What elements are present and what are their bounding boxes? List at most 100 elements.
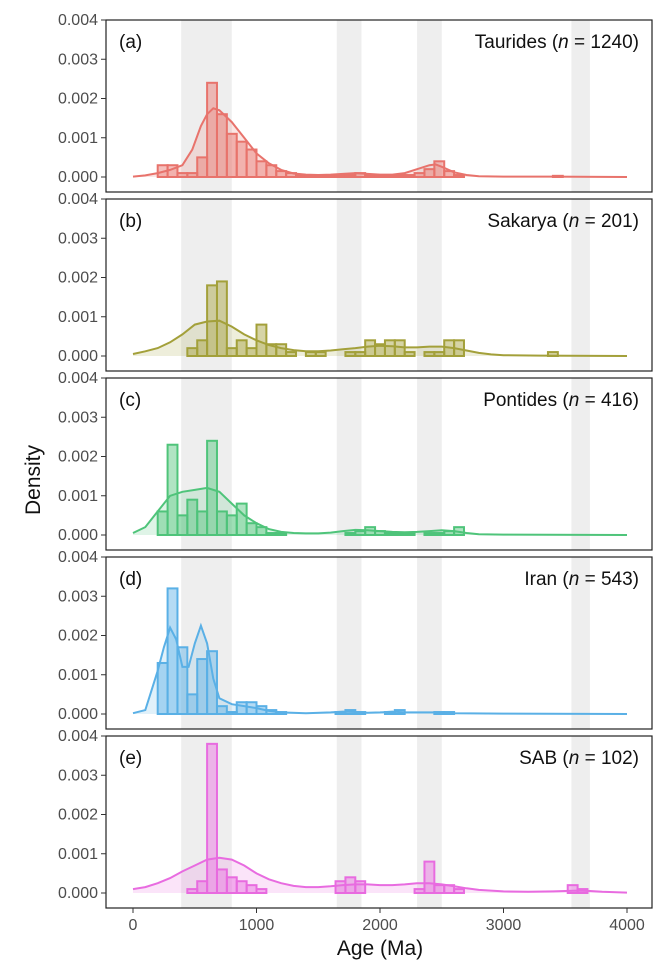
y-tick-label: 0.000 <box>58 527 98 544</box>
density-area <box>133 857 627 893</box>
shaded-band <box>336 199 362 371</box>
panel-name: Pontides (n = 416) <box>483 390 639 411</box>
panel-n-value: = 201) <box>579 211 639 232</box>
density-area <box>133 320 627 356</box>
histogram-bar <box>403 351 416 358</box>
histogram-bar <box>255 526 268 537</box>
histogram-bar <box>215 705 228 716</box>
shaded-band <box>336 20 362 192</box>
panel-n-value: = 416) <box>579 390 639 411</box>
histogram-bar <box>423 860 436 894</box>
histogram-bar <box>215 280 228 357</box>
y-tick-label: 0.001 <box>58 667 98 684</box>
y-tick-label: 0.001 <box>58 130 98 147</box>
panel-name-text: Sakarya ( <box>487 211 569 232</box>
panel-n-value: = 1240) <box>569 32 639 53</box>
panel-n-symbol: n <box>558 32 569 53</box>
panel-name: Iran (n = 543) <box>524 569 639 590</box>
y-tick-label: 0.004 <box>58 370 98 387</box>
panel-1: 0.000 0.001 0.002 0.003 0.004 (b) Sakarya (n =… <box>58 191 653 372</box>
panel-tag: (c) <box>119 390 141 411</box>
x-axis: 0 1000 2000 3000 4000 <box>129 908 645 934</box>
panel-2: 0.000 0.001 0.002 0.003 0.004 (c) Pontides (n … <box>58 370 653 551</box>
y-tick-label: 0.001 <box>58 488 98 505</box>
histogram-bar <box>453 174 465 179</box>
histogram-bar <box>453 888 465 895</box>
panel-name: SAB (n = 102) <box>519 748 639 769</box>
shaded-band <box>417 736 442 908</box>
panel-name-text: Taurides ( <box>475 32 559 53</box>
density-curve <box>132 856 628 894</box>
histogram-bar <box>255 888 268 895</box>
panel-border <box>105 19 653 193</box>
y-tick-label: 0.000 <box>58 885 98 902</box>
y-tick-label: 0.000 <box>58 348 98 365</box>
density-area <box>133 108 627 177</box>
y-tick-label: 0.002 <box>58 628 98 645</box>
shaded-band <box>336 378 362 550</box>
panel-name-text: Pontides ( <box>483 390 569 411</box>
histogram-bar <box>275 343 288 358</box>
histogram-bar <box>176 646 189 716</box>
panel-name-text: Iran ( <box>524 569 569 590</box>
panel-name: Sakarya (n = 201) <box>487 211 639 232</box>
shaded-band <box>571 557 590 729</box>
y-tick-label: 0.000 <box>58 706 98 723</box>
y-tick-label: 0.003 <box>58 230 98 247</box>
y-tick-label: 0.003 <box>58 51 98 68</box>
y-tick-label: 0.003 <box>58 588 98 605</box>
histogram-bar <box>206 742 218 894</box>
panel-border <box>105 198 653 372</box>
y-axis-title: Density <box>22 444 45 515</box>
panel-n-symbol: n <box>569 211 580 232</box>
x-tick-label: 3000 <box>486 917 522 934</box>
y-tick-label: 0.002 <box>58 270 98 287</box>
shaded-band <box>571 736 590 908</box>
y-tick-label: 0.004 <box>58 191 98 208</box>
y-tick-label: 0.004 <box>58 549 98 566</box>
shaded-band <box>417 557 442 729</box>
panel-border <box>105 735 653 909</box>
panel-tag: (e) <box>119 748 142 769</box>
density-curve <box>132 622 628 715</box>
y-tick-label: 0.001 <box>58 309 98 326</box>
panel-n-symbol: n <box>569 390 580 411</box>
shaded-band <box>571 20 590 192</box>
shaded-band <box>571 199 590 371</box>
y-tick-label: 0.004 <box>58 728 98 745</box>
panel-n-value: = 102) <box>579 748 639 769</box>
histogram-bar <box>166 443 179 537</box>
x-tick-label: 1000 <box>239 917 275 934</box>
panel-tag: (a) <box>119 32 142 53</box>
histogram-bar <box>433 160 446 179</box>
x-tick-label: 0 <box>129 917 138 934</box>
shaded-band <box>336 557 362 729</box>
density-area <box>133 625 627 714</box>
shaded-band <box>417 199 442 371</box>
shaded-band <box>336 736 362 908</box>
panel-3: 0.000 0.001 0.002 0.003 0.004 (d) Iran (n = 54… <box>58 549 653 730</box>
y-tick-label: 0.001 <box>58 846 98 863</box>
y-tick-label: 0.004 <box>58 12 98 29</box>
y-tick-label: 0.003 <box>58 767 98 784</box>
panel-tag: (d) <box>119 569 142 590</box>
panel-0: 0.000 0.001 0.002 0.003 0.004 (a) Taurides (n … <box>58 12 653 193</box>
panel-n-symbol: n <box>569 748 580 769</box>
panel-name-text: SAB ( <box>519 748 569 769</box>
panel-4: 0.000 0.001 0.002 0.003 0.004 (e) SAB (n = 102… <box>58 728 653 909</box>
y-tick-label: 0.002 <box>58 807 98 824</box>
panel-n-value: = 543) <box>579 569 639 590</box>
panel-n-symbol: n <box>569 569 580 590</box>
shaded-band <box>417 378 442 550</box>
y-tick-label: 0.002 <box>58 449 98 466</box>
shaded-band <box>417 20 442 192</box>
histogram-bar <box>235 502 248 537</box>
shaded-band <box>571 378 590 550</box>
y-tick-label: 0.000 <box>58 169 98 186</box>
panel-border <box>105 377 653 551</box>
density-curve <box>132 319 628 357</box>
x-tick-label: 2000 <box>362 917 398 934</box>
histogram-bar <box>354 880 367 894</box>
panel-tag: (b) <box>119 211 142 232</box>
